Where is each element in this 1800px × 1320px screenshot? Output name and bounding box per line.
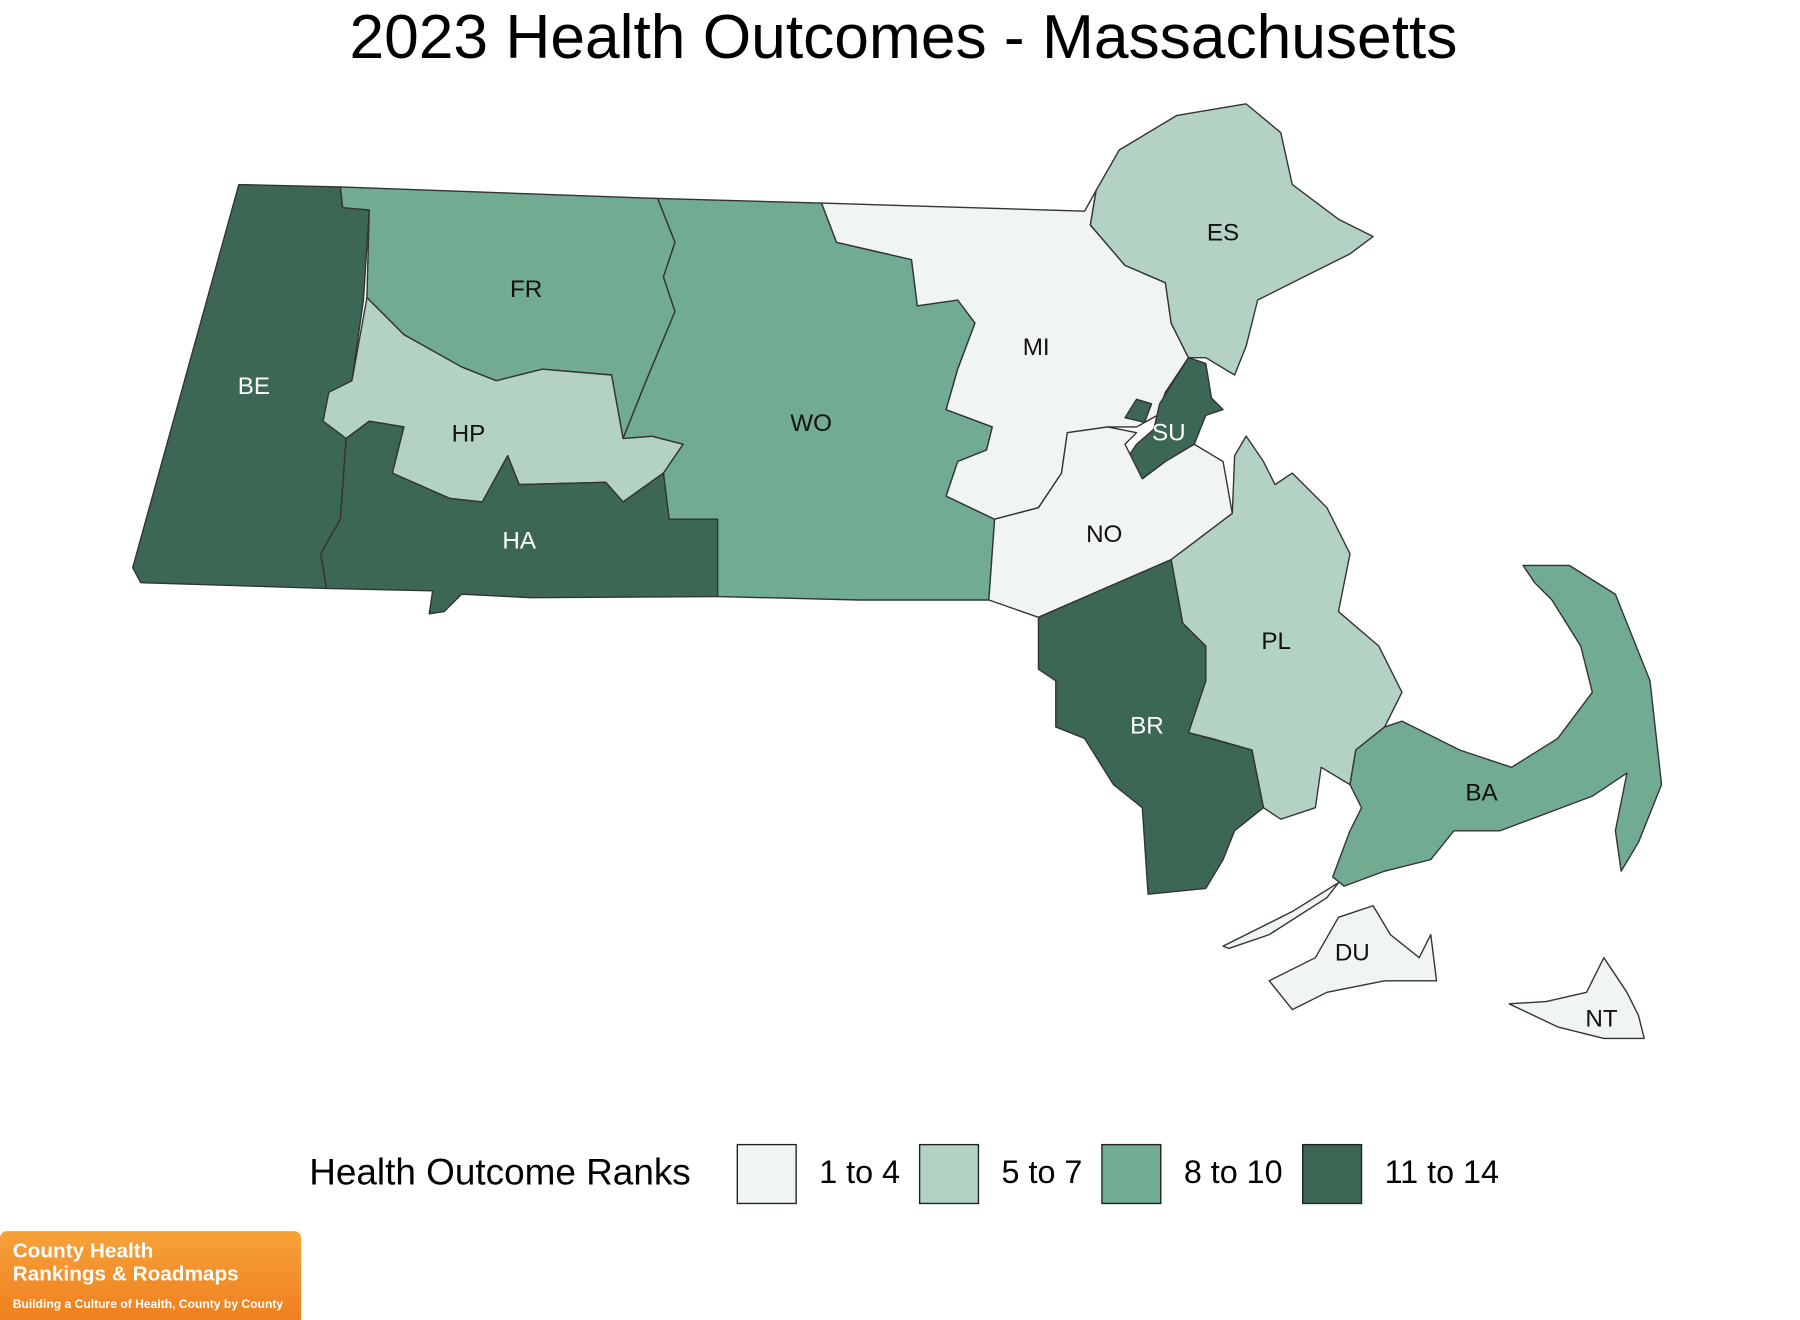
county-label: HA bbox=[502, 528, 536, 555]
county bbox=[1037, 558, 1265, 895]
county-label: DU bbox=[1335, 940, 1370, 967]
county-label: SU bbox=[1152, 419, 1186, 446]
county bbox=[1222, 881, 1438, 1011]
legend-swatch bbox=[736, 1143, 797, 1205]
logo: County Health Rankings & Roadmaps Buildi… bbox=[0, 1231, 302, 1320]
county-label: BE bbox=[238, 373, 270, 400]
legend-swatch bbox=[1302, 1143, 1363, 1205]
legend-label: 5 to 7 bbox=[1002, 1154, 1083, 1190]
legend-label: 1 to 4 bbox=[819, 1154, 900, 1190]
logo-box bbox=[0, 1231, 302, 1320]
county bbox=[988, 426, 1233, 618]
county-label: ES bbox=[1207, 220, 1239, 247]
county-label: BR bbox=[1130, 712, 1164, 739]
county-label: FR bbox=[510, 276, 542, 303]
county-label: NO bbox=[1086, 521, 1122, 548]
county-label: NT bbox=[1585, 1005, 1617, 1032]
legend-swatch bbox=[1101, 1143, 1162, 1205]
county bbox=[1508, 956, 1645, 1040]
map-title: 2023 Health Outcomes - Massachusetts bbox=[349, 3, 1457, 72]
county-label: BA bbox=[1465, 779, 1498, 806]
logo-tagline: Building a Culture of Health, County by … bbox=[13, 1297, 284, 1311]
county-label: HP bbox=[452, 420, 486, 447]
legend: Health Outcome Ranks 1 to 4 5 to 7 8 to 10… bbox=[309, 1143, 1499, 1205]
legend-swatch bbox=[918, 1143, 980, 1205]
legend-label: 8 to 10 bbox=[1184, 1154, 1283, 1190]
county-label: MI bbox=[1023, 334, 1050, 361]
counties: BE FR HP HA WO MI ES SU NO PL BR BA DU NT bbox=[132, 103, 1663, 1040]
logo-line: Rankings & Roadmaps bbox=[13, 1262, 239, 1285]
legend-label: 11 to 14 bbox=[1385, 1154, 1499, 1190]
legend-title: Health Outcome Ranks bbox=[309, 1151, 691, 1192]
county-label: WO bbox=[790, 410, 832, 437]
county bbox=[1332, 564, 1663, 887]
county-label: PL bbox=[1261, 628, 1291, 655]
county bbox=[1089, 103, 1374, 376]
logo-line: County Health bbox=[13, 1239, 154, 1262]
